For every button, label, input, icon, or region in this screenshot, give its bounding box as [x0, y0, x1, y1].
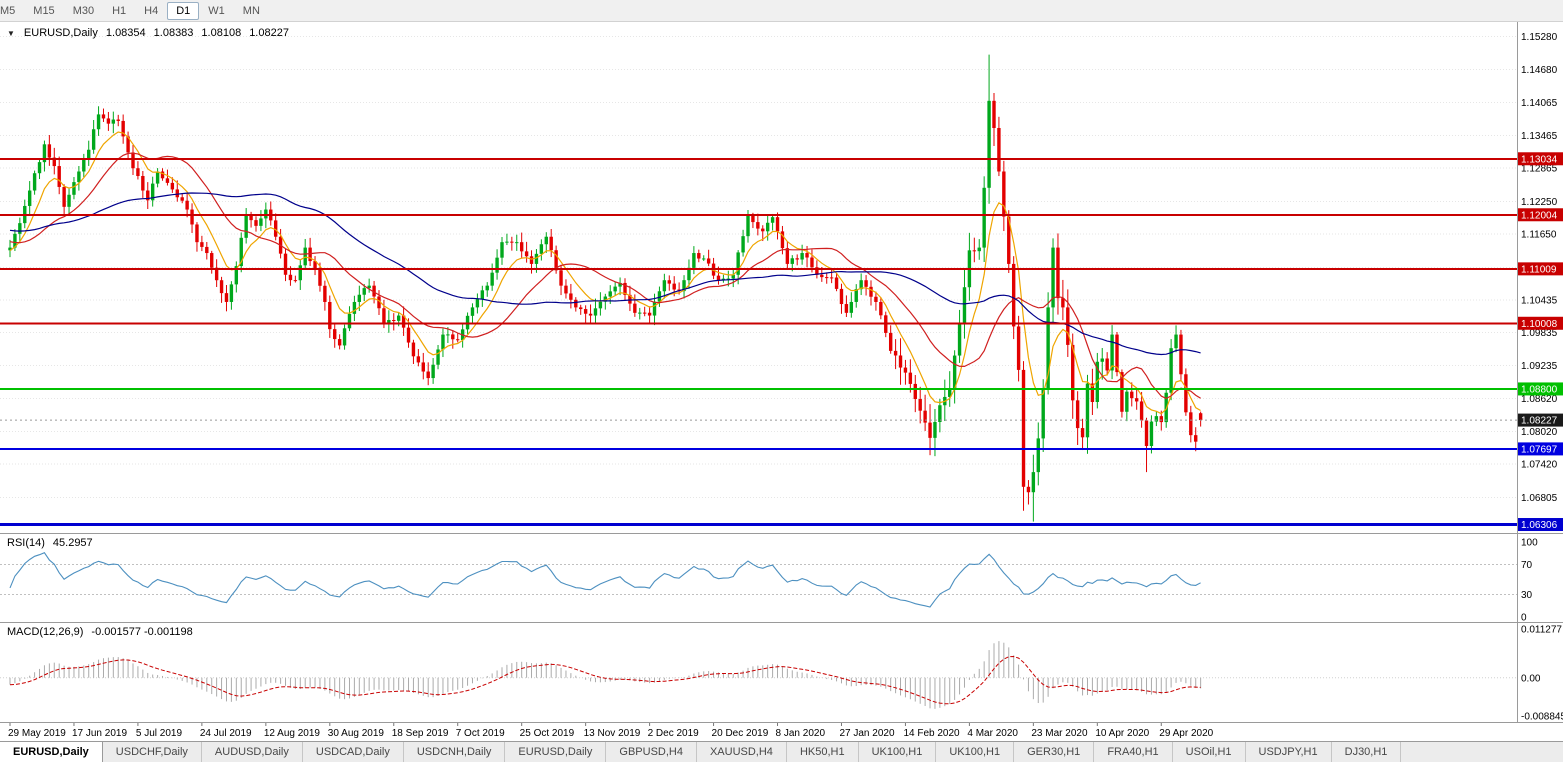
chart-tab-6-gbpusd-h4[interactable]: GBPUSD,H4	[606, 742, 697, 762]
svg-text:1.14065: 1.14065	[1521, 98, 1558, 109]
chart-tab-11-ger30-h1[interactable]: GER30,H1	[1014, 742, 1095, 762]
chart-tab-8-hk50-h1[interactable]: HK50,H1	[787, 742, 859, 762]
chart-canvas[interactable]: 1.15280 1.14680 1.14065 1.13465 1.12865 1.122…	[0, 22, 1563, 741]
chart-tab-7-xauusd-h4[interactable]: XAUUSD,H4	[697, 742, 787, 762]
chart-tab-4-usdcnh-daily[interactable]: USDCNH,Daily	[404, 742, 506, 762]
svg-text:0.00: 0.00	[1521, 673, 1541, 684]
svg-text:1.14680: 1.14680	[1521, 65, 1558, 76]
svg-text:4 Mar 2020: 4 Mar 2020	[967, 728, 1018, 739]
svg-text:30 Aug 2019: 30 Aug 2019	[328, 728, 385, 739]
svg-text:1.06805: 1.06805	[1521, 493, 1558, 504]
price-label-boxes: 1.13034 1.12004 1.11009 1.10008 1.08800 1.076…	[1518, 152, 1563, 532]
svg-text:1.09835: 1.09835	[1521, 328, 1558, 339]
svg-text:12 Aug 2019: 12 Aug 2019	[264, 728, 321, 739]
svg-text:1.07697: 1.07697	[1521, 444, 1558, 455]
timeframe-button-m5[interactable]: M5	[0, 4, 16, 17]
svg-text:2 Dec 2019: 2 Dec 2019	[648, 728, 700, 739]
chart-tab-12-fra40-h1[interactable]: FRA40,H1	[1094, 742, 1173, 762]
svg-text:25 Oct 2019: 25 Oct 2019	[520, 728, 575, 739]
svg-text:1.12865: 1.12865	[1521, 163, 1558, 174]
chart-tab-10-uk100-h1[interactable]: UK100,H1	[936, 742, 1015, 762]
chart-tab-0-eurusd-daily[interactable]: EURUSD,Daily	[0, 742, 103, 762]
svg-text:1.15280: 1.15280	[1521, 32, 1558, 43]
svg-text:5 Jul 2019: 5 Jul 2019	[136, 728, 183, 739]
svg-text:1.13465: 1.13465	[1521, 131, 1558, 142]
svg-text:18 Sep 2019: 18 Sep 2019	[392, 728, 449, 739]
candles-layer	[8, 54, 1203, 522]
chart-tab-15-dj30-h1[interactable]: DJ30,H1	[1332, 742, 1402, 762]
rsi-line-layer	[9, 552, 1201, 608]
svg-text:1.11009: 1.11009	[1521, 264, 1557, 275]
svg-text:1.07420: 1.07420	[1521, 459, 1558, 470]
svg-text:1.11650: 1.11650	[1521, 230, 1557, 241]
svg-text:14 Feb 2020: 14 Feb 2020	[903, 728, 960, 739]
timeframe-button-mn[interactable]: MN	[242, 4, 260, 17]
svg-text:8 Jan 2020: 8 Jan 2020	[776, 728, 826, 739]
timeframe-button-h1[interactable]: H1	[112, 4, 127, 17]
timeframe-strip: M5 M15 M30 H1 H4 D1 W1 MN	[0, 1, 269, 20]
svg-text:23 Mar 2020: 23 Mar 2020	[1031, 728, 1088, 739]
chart-tab-14-usdjpy-h1[interactable]: USDJPY,H1	[1246, 742, 1332, 762]
svg-text:1.08020: 1.08020	[1521, 427, 1558, 438]
svg-text:24 Jul 2019: 24 Jul 2019	[200, 728, 252, 739]
svg-text:13 Nov 2019: 13 Nov 2019	[584, 728, 641, 739]
timeframe-button-w1[interactable]: W1	[208, 4, 225, 17]
svg-text:1.09235: 1.09235	[1521, 361, 1558, 372]
svg-text:1.13034: 1.13034	[1521, 154, 1558, 165]
chart-tab-13-usoil-h1[interactable]: USOil,H1	[1173, 742, 1246, 762]
svg-text:1.10435: 1.10435	[1521, 296, 1558, 307]
rsi-levels-layer	[0, 564, 1517, 679]
chart-tab-3-usdcad-daily[interactable]: USDCAD,Daily	[303, 742, 404, 762]
svg-text:0.011277: 0.011277	[1521, 625, 1562, 636]
hlines-layer	[0, 157, 1517, 527]
svg-text:-0.008845: -0.008845	[1521, 712, 1563, 723]
svg-text:20 Dec 2019: 20 Dec 2019	[712, 728, 769, 739]
timeframe-button-m15[interactable]: M15	[33, 4, 55, 17]
panel-dividers	[0, 533, 1563, 723]
svg-text:100: 100	[1521, 538, 1538, 549]
svg-text:29 May 2019: 29 May 2019	[8, 728, 66, 739]
svg-text:30: 30	[1521, 590, 1533, 601]
chart-tab-9-uk100-h1[interactable]: UK100,H1	[859, 742, 937, 762]
chart-tabbar: EURUSD,Daily USDCHF,Daily AUDUSD,Daily USDC…	[0, 741, 1563, 762]
svg-text:10 Apr 2020: 10 Apr 2020	[1095, 728, 1149, 739]
timeframe-button-m30[interactable]: M30	[72, 4, 95, 17]
svg-text:0: 0	[1521, 613, 1527, 624]
svg-text:1.12250: 1.12250	[1521, 197, 1558, 208]
svg-text:17 Jun 2019: 17 Jun 2019	[72, 728, 127, 739]
svg-text:29 Apr 2020: 29 Apr 2020	[1159, 728, 1213, 739]
macd-layer	[9, 641, 1202, 709]
timeframe-toolbar: M5 M15 M30 H1 H4 D1 W1 MN	[0, 0, 1563, 22]
time-axis: 29 May 2019 17 Jun 2019 5 Jul 2019 24 Jul 2…	[8, 723, 1214, 739]
svg-text:1.12004: 1.12004	[1521, 210, 1558, 221]
svg-text:1.08227: 1.08227	[1521, 416, 1558, 427]
chart-tab-2-audusd-daily[interactable]: AUDUSD,Daily	[202, 742, 303, 762]
timeframe-button-d1[interactable]: D1	[167, 1, 200, 20]
svg-text:7 Oct 2019: 7 Oct 2019	[456, 728, 505, 739]
chart-tab-1-usdchf-daily[interactable]: USDCHF,Daily	[103, 742, 202, 762]
svg-text:1.08620: 1.08620	[1521, 394, 1558, 405]
svg-text:1.08800: 1.08800	[1521, 384, 1558, 395]
timeframe-button-h4[interactable]: H4	[144, 4, 159, 17]
symbol-dropdown-icon[interactable]: ▼	[7, 28, 15, 38]
moving-averages-layer	[9, 131, 1201, 415]
svg-text:70: 70	[1521, 560, 1533, 571]
svg-text:27 Jan 2020: 27 Jan 2020	[839, 728, 894, 739]
svg-text:1.10008: 1.10008	[1521, 319, 1558, 330]
chart-tab-5-eurusd-daily[interactable]: EURUSD,Daily	[505, 742, 607, 762]
svg-text:1.06306: 1.06306	[1521, 520, 1558, 531]
